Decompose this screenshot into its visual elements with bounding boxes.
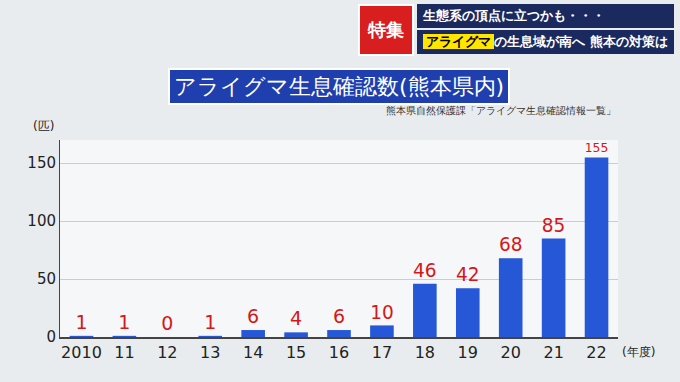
- svg-text:0: 0: [46, 328, 56, 346]
- svg-text:2010: 2010: [61, 343, 102, 362]
- svg-text:17: 17: [372, 343, 392, 362]
- svg-text:アライグマ生息確認数(熊本県内): アライグマ生息確認数(熊本県内): [174, 74, 504, 99]
- html-text:アライグマ の生息域が南へ 熊本の対策は: アライグマ の生息域が南へ 熊本の対策は: [426, 34, 668, 49]
- svg-text:15: 15: [286, 343, 306, 362]
- svg-text:21: 21: [543, 343, 563, 362]
- svg-text:0: 0: [161, 312, 173, 334]
- svg-text:150: 150: [27, 154, 56, 172]
- svg-text:1: 1: [118, 311, 130, 333]
- svg-text:68: 68: [499, 234, 523, 255]
- svg-text:11: 11: [114, 343, 134, 362]
- html-text:特集: 特集: [368, 19, 405, 40]
- html-text:生態系の頂点に立つかも・・・: 生態系の頂点に立つかも・・・: [423, 8, 606, 23]
- svg-text:16: 16: [329, 343, 349, 362]
- svg-text:22: 22: [586, 343, 606, 362]
- svg-text:100: 100: [27, 212, 56, 230]
- svg-text:14: 14: [243, 343, 263, 362]
- svg-text:6: 6: [333, 305, 345, 327]
- svg-text:19: 19: [458, 343, 478, 362]
- svg-text:熊本県自然保護課「アライグマ生息確認情報一覧」: 熊本県自然保護課「アライグマ生息確認情報一覧」: [386, 105, 616, 116]
- svg-text:(匹): (匹): [33, 119, 54, 133]
- svg-text:4: 4: [290, 307, 302, 329]
- svg-text:42: 42: [456, 264, 480, 285]
- svg-text:1: 1: [204, 311, 216, 333]
- svg-text:1: 1: [75, 311, 87, 333]
- svg-text:13: 13: [200, 343, 220, 362]
- svg-text:12: 12: [157, 343, 177, 362]
- svg-text:155: 155: [585, 141, 609, 155]
- svg-text:50: 50: [37, 270, 56, 288]
- svg-text:10: 10: [370, 302, 394, 323]
- svg-text:18: 18: [415, 343, 435, 362]
- svg-text:20: 20: [501, 343, 521, 362]
- svg-text:85: 85: [542, 215, 566, 236]
- svg-text:(年度): (年度): [622, 345, 655, 359]
- svg-text:46: 46: [413, 260, 437, 281]
- svg-text:6: 6: [247, 305, 259, 327]
